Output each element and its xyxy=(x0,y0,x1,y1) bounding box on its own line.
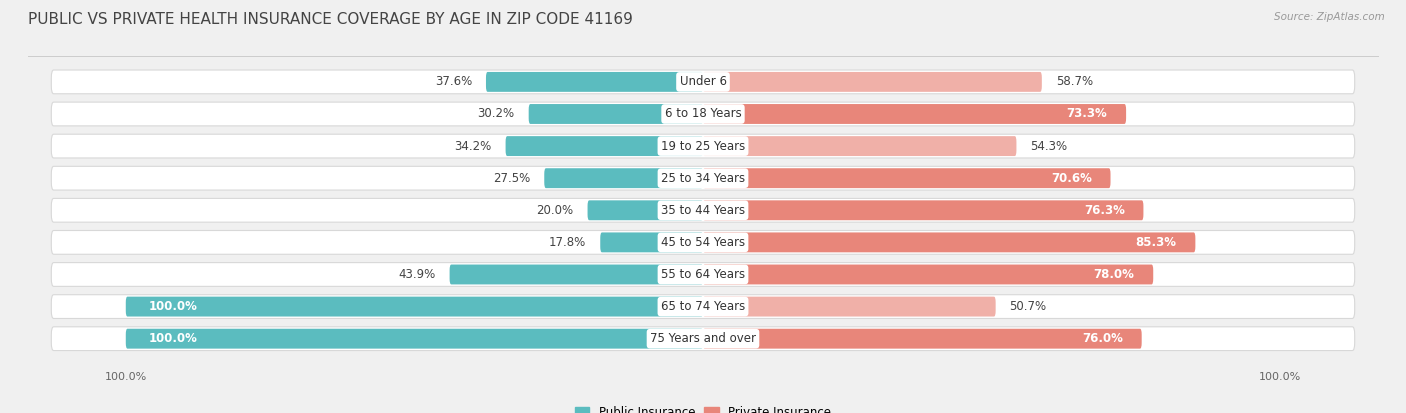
Text: 100.0%: 100.0% xyxy=(149,332,198,345)
FancyBboxPatch shape xyxy=(51,295,1355,318)
Text: 85.3%: 85.3% xyxy=(1136,236,1177,249)
Text: 65 to 74 Years: 65 to 74 Years xyxy=(661,300,745,313)
FancyBboxPatch shape xyxy=(703,329,1142,349)
FancyBboxPatch shape xyxy=(544,168,703,188)
FancyBboxPatch shape xyxy=(450,265,703,285)
Text: 35 to 44 Years: 35 to 44 Years xyxy=(661,204,745,217)
FancyBboxPatch shape xyxy=(703,72,1042,92)
FancyBboxPatch shape xyxy=(125,297,703,316)
Text: 70.6%: 70.6% xyxy=(1052,172,1092,185)
FancyBboxPatch shape xyxy=(51,263,1355,286)
Legend: Public Insurance, Private Insurance: Public Insurance, Private Insurance xyxy=(571,401,835,413)
FancyBboxPatch shape xyxy=(51,166,1355,190)
FancyBboxPatch shape xyxy=(125,329,703,349)
FancyBboxPatch shape xyxy=(703,136,1017,156)
Text: 25 to 34 Years: 25 to 34 Years xyxy=(661,172,745,185)
FancyBboxPatch shape xyxy=(51,230,1355,254)
FancyBboxPatch shape xyxy=(588,200,703,220)
Text: 75 Years and over: 75 Years and over xyxy=(650,332,756,345)
Text: 76.3%: 76.3% xyxy=(1084,204,1125,217)
FancyBboxPatch shape xyxy=(703,233,1195,252)
Text: 78.0%: 78.0% xyxy=(1094,268,1135,281)
Text: Under 6: Under 6 xyxy=(679,76,727,88)
FancyBboxPatch shape xyxy=(506,136,703,156)
FancyBboxPatch shape xyxy=(600,233,703,252)
FancyBboxPatch shape xyxy=(703,200,1143,220)
FancyBboxPatch shape xyxy=(51,134,1355,158)
FancyBboxPatch shape xyxy=(703,104,1126,124)
FancyBboxPatch shape xyxy=(51,327,1355,351)
Text: 100.0%: 100.0% xyxy=(149,300,198,313)
Text: 37.6%: 37.6% xyxy=(434,76,472,88)
FancyBboxPatch shape xyxy=(51,70,1355,94)
FancyBboxPatch shape xyxy=(703,168,1111,188)
Text: 19 to 25 Years: 19 to 25 Years xyxy=(661,140,745,152)
Text: 76.0%: 76.0% xyxy=(1083,332,1123,345)
FancyBboxPatch shape xyxy=(51,198,1355,222)
Text: 27.5%: 27.5% xyxy=(494,172,530,185)
FancyBboxPatch shape xyxy=(703,265,1153,285)
Text: 58.7%: 58.7% xyxy=(1056,76,1092,88)
Text: Source: ZipAtlas.com: Source: ZipAtlas.com xyxy=(1274,12,1385,22)
Text: 43.9%: 43.9% xyxy=(398,268,436,281)
Text: 55 to 64 Years: 55 to 64 Years xyxy=(661,268,745,281)
FancyBboxPatch shape xyxy=(703,297,995,316)
Text: PUBLIC VS PRIVATE HEALTH INSURANCE COVERAGE BY AGE IN ZIP CODE 41169: PUBLIC VS PRIVATE HEALTH INSURANCE COVER… xyxy=(28,12,633,27)
FancyBboxPatch shape xyxy=(529,104,703,124)
Text: 34.2%: 34.2% xyxy=(454,140,492,152)
FancyBboxPatch shape xyxy=(51,102,1355,126)
Text: 30.2%: 30.2% xyxy=(478,107,515,121)
FancyBboxPatch shape xyxy=(486,72,703,92)
Text: 45 to 54 Years: 45 to 54 Years xyxy=(661,236,745,249)
Text: 73.3%: 73.3% xyxy=(1067,107,1108,121)
Text: 54.3%: 54.3% xyxy=(1031,140,1067,152)
Text: 6 to 18 Years: 6 to 18 Years xyxy=(665,107,741,121)
Text: 17.8%: 17.8% xyxy=(548,236,586,249)
Text: 50.7%: 50.7% xyxy=(1010,300,1046,313)
Text: 20.0%: 20.0% xyxy=(537,204,574,217)
